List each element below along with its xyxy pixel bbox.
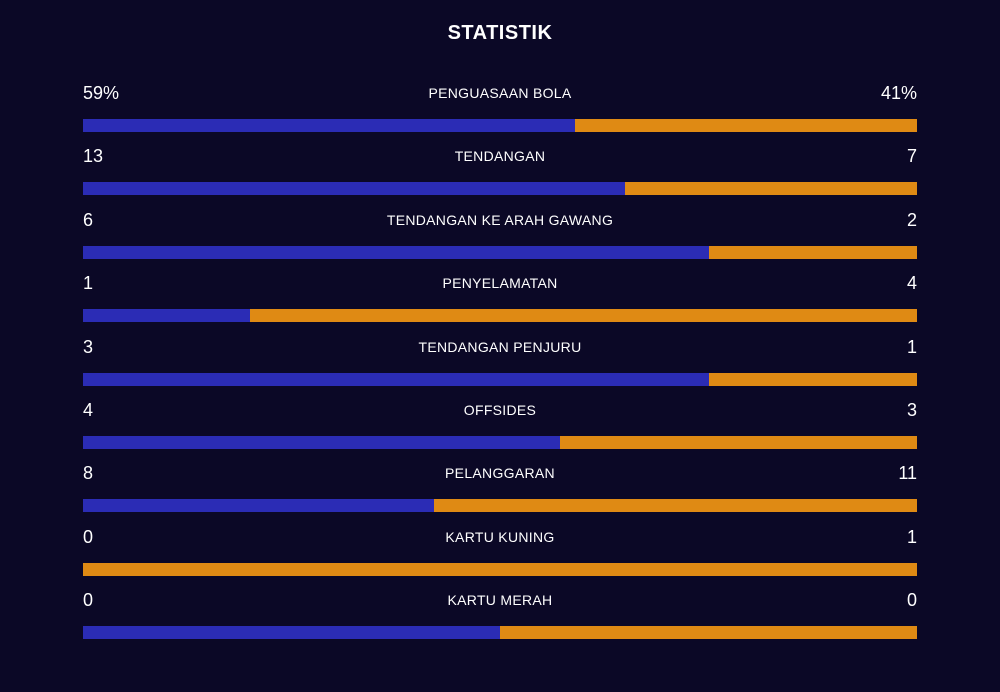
stat-row-shots: 13 TENDANGAN 7 — [83, 144, 917, 207]
away-value: 1 — [906, 336, 917, 357]
stat-label: KARTU KUNING — [445, 528, 555, 545]
stat-row-possession: 59% PENGUASAAN BOLA 41% — [83, 81, 917, 144]
stats-list: 59% PENGUASAAN BOLA 41% 13 TENDANGAN 7 — [83, 81, 917, 652]
stat-bar — [83, 309, 917, 323]
home-value: 3 — [83, 336, 94, 357]
stat-label: PENYELAMATAN — [442, 275, 558, 292]
away-value: 41% — [880, 83, 917, 103]
stat-bar — [83, 119, 917, 132]
home-bar-fill — [83, 245, 709, 259]
stat-bar — [83, 245, 917, 259]
stat-bar — [83, 372, 917, 386]
away-value: 3 — [906, 399, 917, 420]
stat-row-shots-on-target: 6 TENDANGAN KE ARAH GAWANG 2 — [83, 208, 917, 271]
stat-bar — [83, 435, 917, 449]
stat-bar — [83, 182, 917, 196]
stat-label: PENGUASAAN BOLA — [428, 85, 572, 101]
away-value: 1 — [906, 526, 917, 547]
home-value: 4 — [83, 399, 94, 420]
home-bar-fill — [83, 372, 709, 386]
stat-row-saves: 1 PENYELAMATAN 4 — [83, 271, 917, 334]
panel-title: STATISTIK — [447, 22, 553, 44]
stat-row-offsides: 4 OFFSIDES 3 — [83, 398, 917, 461]
stat-label: TENDANGAN PENJURU — [418, 338, 582, 355]
home-value: 0 — [83, 526, 94, 547]
away-bar-fill — [560, 435, 917, 449]
stat-bar — [83, 499, 917, 513]
home-bar-fill — [83, 182, 625, 196]
home-bar-fill — [83, 435, 560, 449]
away-value: 4 — [906, 273, 917, 294]
away-bar-fill — [83, 562, 917, 576]
away-bar-fill — [500, 626, 917, 640]
home-value: 1 — [83, 273, 94, 294]
home-value: 0 — [83, 590, 94, 611]
away-bar-fill — [434, 499, 917, 513]
stat-bar — [83, 626, 917, 640]
home-value: 6 — [83, 209, 94, 230]
stat-label: TENDANGAN KE ARAH GAWANG — [386, 211, 614, 228]
stat-bar — [83, 562, 917, 576]
home-value: 8 — [83, 463, 94, 484]
home-value: 59% — [83, 83, 120, 103]
stat-row-red-cards: 0 KARTU MERAH 0 — [83, 588, 917, 651]
away-bar-fill — [625, 182, 917, 196]
stat-label: KARTU MERAH — [447, 592, 553, 609]
stat-row-fouls: 8 PELANGGARAN 11 — [83, 461, 917, 524]
home-value: 13 — [83, 146, 104, 167]
home-bar-fill — [83, 119, 575, 132]
home-bar-fill — [83, 626, 500, 640]
away-bar-fill — [709, 372, 917, 386]
away-value: 0 — [906, 590, 917, 611]
stat-row-yellow-cards: 0 KARTU KUNING 1 — [83, 525, 917, 588]
stat-label: PELANGGARAN — [445, 465, 555, 482]
away-value: 2 — [906, 209, 917, 230]
home-bar-fill — [83, 499, 434, 513]
away-bar-fill — [575, 119, 917, 132]
stat-label: OFFSIDES — [463, 401, 537, 418]
away-bar-fill — [709, 245, 917, 259]
away-value: 7 — [906, 146, 917, 167]
stat-row-corners: 3 TENDANGAN PENJURU 1 — [83, 335, 917, 398]
away-bar-fill — [250, 309, 917, 323]
stat-label: TENDANGAN — [454, 148, 546, 165]
home-bar-fill — [83, 309, 250, 323]
away-value: 11 — [898, 463, 917, 484]
